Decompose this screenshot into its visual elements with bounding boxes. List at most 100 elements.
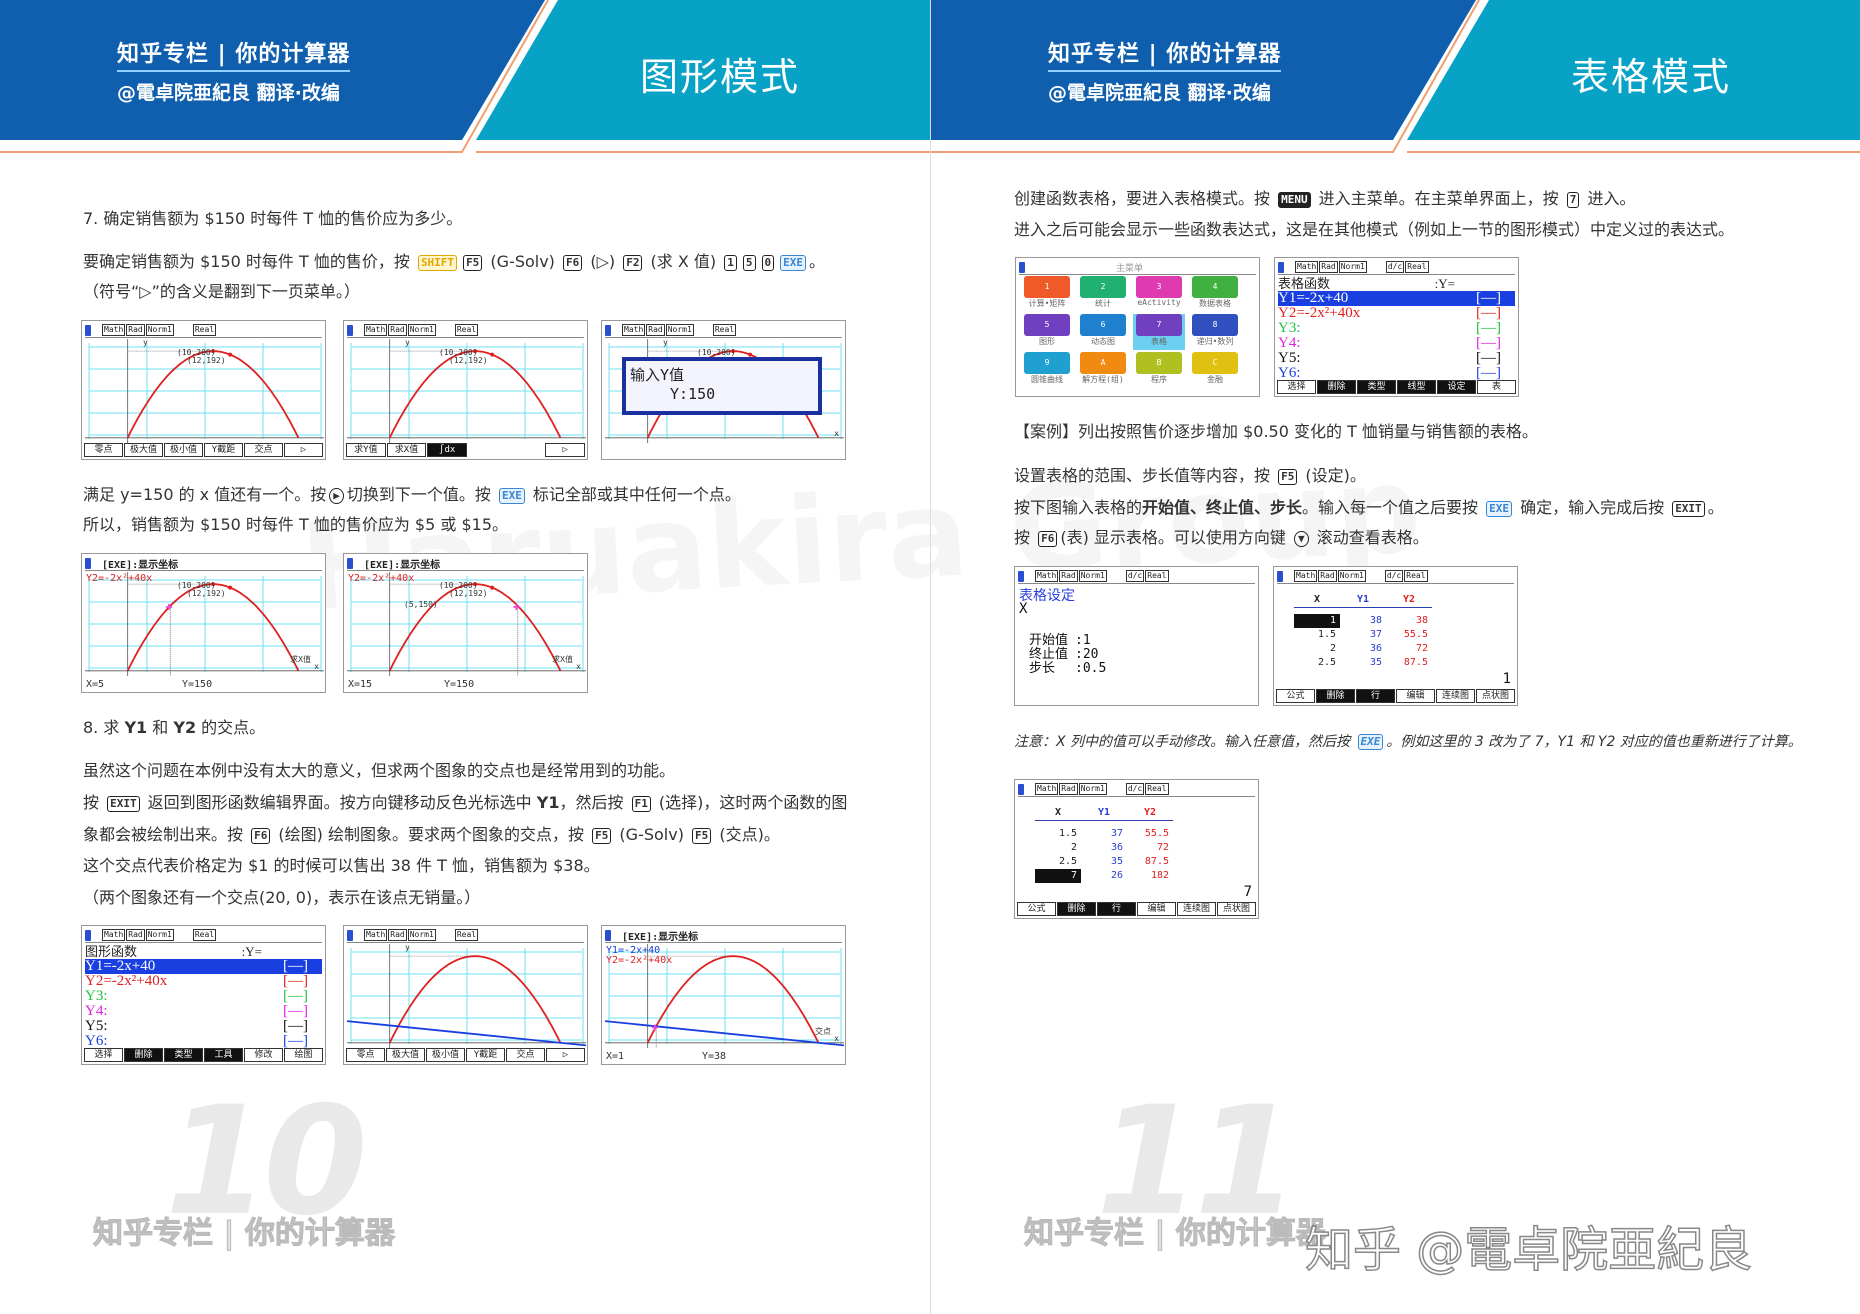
app-icon[interactable]: A 解方程(组) xyxy=(1077,352,1129,388)
menu-item[interactable]: 求Y值 xyxy=(346,443,386,457)
table-cell[interactable]: 182 xyxy=(1150,869,1169,881)
function-row[interactable]: Y3: [—] xyxy=(85,989,322,1004)
menu-item[interactable]: 公式 xyxy=(1017,902,1056,916)
menu-item[interactable]: ∫dx xyxy=(427,443,468,457)
app-icon[interactable]: C 金融 xyxy=(1189,352,1241,388)
menu-item[interactable]: 修改 xyxy=(244,1048,283,1062)
table-cell[interactable]: 2 xyxy=(1329,642,1336,654)
menu-item[interactable]: 类型 xyxy=(164,1048,203,1062)
menu-item[interactable]: 点状图 xyxy=(1217,902,1256,916)
menu-item[interactable]: ▷ xyxy=(546,1048,585,1062)
table-cell[interactable]: 2.5 xyxy=(1317,656,1336,668)
text-run: 7. 确定销售额为 $150 时每件 T 恤的售价应为多少。 xyxy=(83,209,463,228)
table-cell[interactable]: 36 xyxy=(1369,642,1382,654)
menu-item[interactable]: 类型 xyxy=(1357,380,1396,394)
menu-item[interactable]: 绘图 xyxy=(284,1048,323,1062)
menu-item[interactable]: 删除 xyxy=(124,1048,163,1062)
status-badge: Math xyxy=(1294,570,1318,582)
axis-label-y: y xyxy=(663,338,668,347)
menu-item[interactable]: 表 xyxy=(1477,380,1516,394)
app-icon[interactable]: 9 圆锥曲线 xyxy=(1021,352,1073,388)
table-cell[interactable]: 35 xyxy=(1110,855,1123,867)
app-icon[interactable]: 8 递归•数列 xyxy=(1189,314,1241,350)
table-cell[interactable]: 37 xyxy=(1110,827,1123,839)
menu-item[interactable]: 线型 xyxy=(1397,380,1436,394)
menu-item[interactable]: Y截距 xyxy=(204,443,243,457)
table-cell[interactable]: 1.5 xyxy=(1317,628,1336,640)
setting-field[interactable]: 开始值:1 xyxy=(1029,629,1091,648)
function-row[interactable]: Y5: [—] xyxy=(85,1019,322,1034)
table-cell[interactable]: 2.5 xyxy=(1058,855,1077,867)
menu-item[interactable]: 交点 xyxy=(506,1048,545,1062)
menu-item[interactable]: 删除 xyxy=(1316,689,1355,703)
app-icon[interactable]: 4 数据表格 xyxy=(1189,276,1241,312)
menu-item[interactable]: 连续图 xyxy=(1177,902,1216,916)
table-cell[interactable]: 55.5 xyxy=(1403,628,1428,640)
menu-item[interactable]: 求X值 xyxy=(386,443,427,457)
menu-item[interactable] xyxy=(506,443,545,457)
app-icon[interactable]: 1 计算•矩阵 xyxy=(1021,276,1073,312)
menu-item[interactable]: 零点 xyxy=(84,443,123,457)
function-row[interactable]: Y1=-2x+40 [—] xyxy=(85,959,322,974)
function-row[interactable]: Y6: [—] xyxy=(85,1034,322,1049)
table-cell[interactable]: 36 xyxy=(1110,841,1123,853)
app-icon[interactable]: 7 表格 xyxy=(1133,314,1185,350)
menu-item[interactable]: 编辑 xyxy=(1137,902,1176,916)
menu-item[interactable]: 编辑 xyxy=(1396,689,1435,703)
table-cell[interactable]: 1.5 xyxy=(1058,827,1077,839)
table-cell[interactable]: 55.5 xyxy=(1144,827,1169,839)
table-cell[interactable]: 87.5 xyxy=(1403,656,1428,668)
menu-item[interactable]: 选择 xyxy=(84,1048,123,1062)
menu-item[interactable]: 极大值 xyxy=(124,443,163,457)
menu-item[interactable]: 点状图 xyxy=(1476,689,1515,703)
function-row[interactable]: Y3: [—] xyxy=(1278,321,1515,336)
menu-item[interactable]: 行 xyxy=(1097,902,1136,916)
menu-item[interactable]: 设定 xyxy=(1437,380,1476,394)
menu-item[interactable]: 删除 xyxy=(1317,380,1356,394)
app-icon[interactable]: 3 eActivity xyxy=(1133,276,1185,312)
paragraph: 这个交点代表价格定为 $1 的时候可以售出 38 件 T 恤，销售额为 $38。 xyxy=(83,855,600,877)
menu-item[interactable]: 连续图 xyxy=(1436,689,1475,703)
table-cell[interactable]: 2 xyxy=(1070,841,1077,853)
app-icon[interactable]: 2 统计 xyxy=(1077,276,1129,312)
menu-item[interactable]: 极小值 xyxy=(426,1048,465,1062)
menu-item[interactable]: 零点 xyxy=(346,1048,385,1062)
table-cell[interactable]: 38 xyxy=(1369,614,1382,626)
table-cell[interactable]: 1 xyxy=(1294,613,1340,628)
status-badge: Math xyxy=(622,324,646,336)
function-row[interactable]: Y4: [—] xyxy=(1278,336,1515,351)
function-row[interactable]: Y4: [—] xyxy=(85,1004,322,1019)
menu-item[interactable]: 公式 xyxy=(1276,689,1315,703)
table-cell[interactable]: 72 xyxy=(1156,841,1169,853)
app-icon[interactable]: 5 图形 xyxy=(1021,314,1073,350)
menu-item[interactable]: Y截距 xyxy=(466,1048,505,1062)
table-cell[interactable]: 35 xyxy=(1369,656,1382,668)
function-row[interactable]: Y6: [—] xyxy=(1278,366,1515,381)
table-cell[interactable]: 87.5 xyxy=(1144,855,1169,867)
menu-item[interactable]: ▷ xyxy=(545,443,586,457)
menu-item[interactable]: 行 xyxy=(1356,689,1395,703)
menu-item[interactable]: 交点 xyxy=(244,443,283,457)
table-cell[interactable]: 38 xyxy=(1415,614,1428,626)
menu-item[interactable]: 选择 xyxy=(1277,380,1316,394)
table-cell[interactable]: 37 xyxy=(1369,628,1382,640)
setting-field[interactable]: 终止值:20 xyxy=(1029,643,1098,662)
text-run: (设定)。 xyxy=(1300,466,1366,485)
menu-item[interactable]: ▷ xyxy=(284,443,323,457)
function-row[interactable]: Y5: [—] xyxy=(1278,351,1515,366)
function-row[interactable]: Y2=-2x²+40x [—] xyxy=(85,974,322,989)
menu-item[interactable]: 极小值 xyxy=(164,443,203,457)
table-cell[interactable]: 26 xyxy=(1110,869,1123,881)
app-icon[interactable]: B 程序 xyxy=(1133,352,1185,388)
menu-item[interactable]: 删除 xyxy=(1057,902,1096,916)
function-row[interactable]: Y2=-2x²+40x [—] xyxy=(1278,306,1515,321)
dialog-input[interactable]: Y:150 xyxy=(670,385,716,403)
setting-field[interactable]: 步长:0.5 xyxy=(1029,657,1106,676)
function-row[interactable]: Y1=-2x+40 [—] xyxy=(1278,291,1515,306)
table-cell[interactable]: 72 xyxy=(1415,642,1428,654)
table-cell[interactable]: 7 xyxy=(1035,868,1081,883)
menu-item[interactable]: 极大值 xyxy=(386,1048,425,1062)
menu-item[interactable] xyxy=(468,443,506,457)
menu-item[interactable]: 工具 xyxy=(204,1048,243,1062)
app-icon[interactable]: 6 动态图 xyxy=(1077,314,1129,350)
